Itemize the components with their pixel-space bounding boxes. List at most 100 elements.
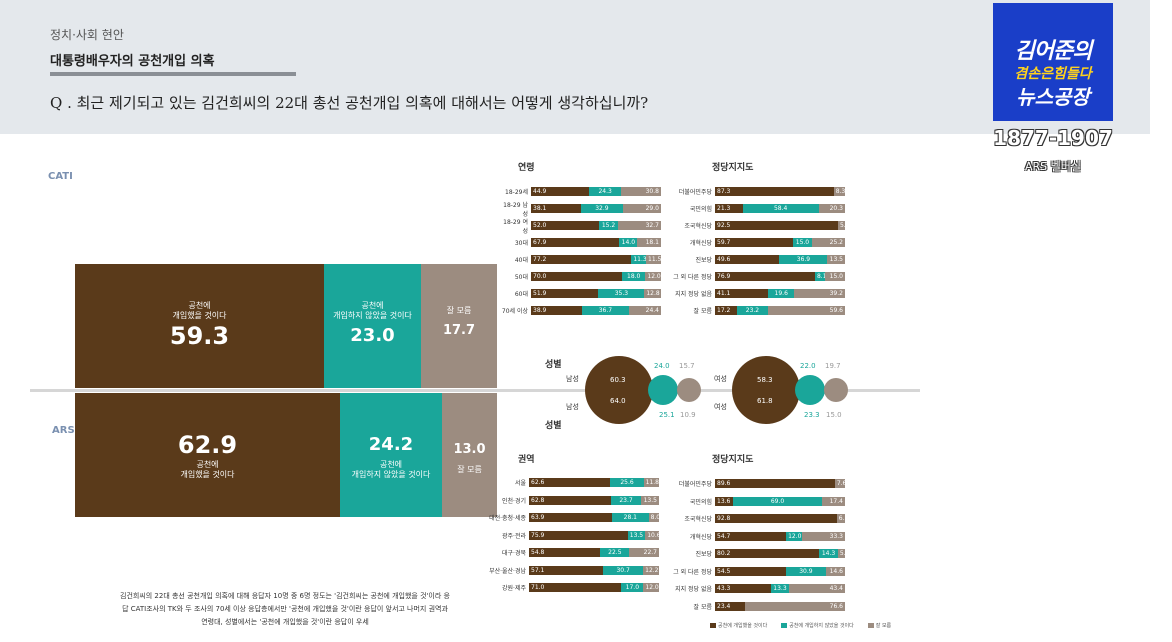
- cati-seg-not-intervened: 공천에 개입하지 않았을 것이다 23.0: [324, 264, 421, 388]
- gender-bubble: [732, 356, 800, 424]
- row-label: 대전·충청·세종: [489, 515, 526, 522]
- bar-row: 더불어민주당 89.6 7.6: [672, 478, 845, 489]
- header-panel: 정치·사회 현안 대통령배우자의 공천개입 의혹 Q . 최근 제기되고 있는 …: [0, 0, 1150, 134]
- ars-caption: ARS 벨버실: [1024, 160, 1081, 173]
- bar-segment: 41.1: [715, 289, 769, 298]
- bar-segment: 58.4: [742, 204, 819, 213]
- bar-segment: 21.3: [715, 204, 743, 213]
- ars-seg1-label: 공천에 개입했을 것이다: [180, 460, 235, 479]
- row-label: 강원·제주: [502, 585, 526, 592]
- row-label: 인천·경기: [502, 497, 526, 505]
- gender-value: 24.0: [654, 362, 670, 370]
- stacked-bar: 77.2 11.3 11.5: [531, 255, 661, 264]
- ars-seg-unknown: 13.0 잘 모름: [442, 393, 497, 517]
- bar-row: 18-29 여성 52.0 15.2 32.7: [500, 219, 661, 235]
- bar-row: 국민의힘 21.3 58.4 20.3: [672, 203, 845, 214]
- bar-segment: 32.9: [580, 204, 624, 213]
- stacked-bar: 62.8 23.7 13.5: [529, 495, 659, 505]
- bar-segment: 23.4: [715, 601, 746, 611]
- bar-segment: 13.6: [715, 496, 733, 506]
- row-label: 50대: [514, 274, 528, 281]
- bar-row: 지지 정당 없음 43.3 13.3 43.4: [672, 583, 845, 594]
- bar-segment: 22.5: [600, 548, 630, 557]
- bar-segment: 19.6: [768, 289, 794, 298]
- ars-label: ARS: [52, 425, 75, 436]
- cati-seg2-value: 23.0: [350, 325, 395, 346]
- bar-segment: 11.3: [631, 255, 647, 264]
- bar-segment: 12.8: [644, 289, 661, 298]
- bar-segment: 63.9: [529, 513, 613, 522]
- stacked-bar: 76.9 8.1 15.0: [715, 272, 845, 281]
- stacked-bar: 38.1 32.9 29.0: [531, 204, 661, 213]
- row-label: 18-29세: [505, 189, 528, 196]
- row-label: 진보당: [695, 257, 712, 264]
- stacked-bar: 54.7 12.0 33.3: [715, 531, 845, 541]
- legend-item: 공천에 개입하지 않았을 것이다: [781, 622, 854, 629]
- female-label-bottom: 여성: [714, 403, 727, 411]
- bar-segment: 70.0: [531, 272, 622, 281]
- bar-row: 더불어민주당 87.3 8.3: [672, 186, 845, 197]
- male-label-bottom: 남성: [566, 403, 579, 411]
- party-cati-title: 정당지지도: [712, 163, 754, 173]
- ars-seg-not-intervened: 24.2 공천에 개입하지 않았을 것이다: [340, 393, 442, 517]
- bar-segment: 17.4: [822, 496, 845, 506]
- ars-seg1-value: 62.9: [177, 431, 238, 459]
- bar-segment: 24.4: [629, 306, 661, 315]
- bar-segment: 14.0: [619, 238, 638, 247]
- bar-segment: 5.5: [837, 549, 845, 558]
- bar-segment: 25.6: [610, 478, 644, 487]
- bar-row: 대구·경북 54.8 22.5 22.7: [486, 547, 659, 558]
- bar-row: 부산·울산·경남 57.1 30.7 12.2: [486, 565, 659, 576]
- bar-segment: 18.1: [637, 238, 661, 247]
- bar-segment: 71.0: [529, 583, 622, 592]
- bar-segment: 62.8: [529, 495, 611, 505]
- stacked-bar: 59.7 15.0 25.2: [715, 238, 845, 247]
- row-label: 진보당: [695, 551, 712, 558]
- ars-main-bar: 62.9 공천에 개입했을 것이다 24.2 공천에 개입하지 않았을 것이다 …: [75, 393, 497, 517]
- male-label-top: 남성: [566, 375, 579, 383]
- row-label: 30대: [514, 240, 528, 247]
- bar-segment: 59.6: [767, 306, 845, 315]
- gender-value: 22.0: [800, 362, 816, 370]
- bar-segment: 23.2: [737, 306, 768, 315]
- bar-segment: 8.0: [648, 513, 659, 522]
- legend-item: 공천에 개입했을 것이다: [710, 622, 767, 629]
- stacked-bar: 52.0 15.2 32.7: [531, 221, 661, 230]
- row-label: 국민의힘: [689, 206, 712, 213]
- bar-segment: 43.3: [715, 584, 772, 593]
- row-label: 개혁신당: [689, 240, 712, 247]
- row-label: 잘 모름: [693, 603, 712, 611]
- divider-line: [30, 389, 920, 392]
- stacked-bar: 75.9 13.5 10.6: [529, 530, 659, 540]
- stacked-bar: 21.3 58.4 20.3: [715, 204, 845, 213]
- bar-row: 30대 67.9 14.0 18.1: [500, 237, 661, 248]
- ars-seg3-label: 잘 모름: [457, 465, 482, 474]
- bar-segment: 36.9: [779, 255, 828, 264]
- bar-row: 18-29 남성 38.1 32.9 29.0: [500, 202, 661, 218]
- bar-row: 서울 62.6 25.6 11.8: [486, 477, 659, 488]
- stacked-bar: 71.0 17.0 12.0: [529, 583, 659, 592]
- bar-segment: 5.3: [837, 221, 845, 230]
- stacked-bar: 89.6 7.6: [715, 479, 845, 488]
- stacked-bar: 51.9 35.3 12.8: [531, 289, 661, 298]
- bar-segment: 17.0: [621, 583, 644, 592]
- logo-line2: 겸손은힘들다: [1014, 66, 1092, 82]
- bar-segment: 7.6: [834, 479, 845, 488]
- cati-seg1-label: 공천에 개입했을 것이다: [172, 301, 227, 320]
- bar-segment: 32.7: [618, 221, 661, 230]
- stacked-bar: 43.3 13.3 43.4: [715, 584, 845, 593]
- stacked-bar: 23.4 76.6: [715, 601, 845, 611]
- bar-segment: 30.7: [603, 565, 644, 575]
- bar-segment: 15.0: [792, 238, 813, 247]
- bar-segment: 12.0: [643, 583, 659, 592]
- ars-seg3-value: 13.0: [453, 442, 486, 457]
- stacked-bar: 38.9 36.7 24.4: [531, 306, 661, 315]
- stacked-bar: 70.0 18.0 12.0: [531, 272, 661, 281]
- bar-row: 개혁신당 59.7 15.0 25.2: [672, 237, 845, 248]
- party-ars-title: 정당지지도: [712, 455, 754, 465]
- gender-value: 15.0: [826, 411, 842, 419]
- logo-line1: 김어준의: [1014, 39, 1093, 64]
- row-label: 60대: [514, 291, 528, 298]
